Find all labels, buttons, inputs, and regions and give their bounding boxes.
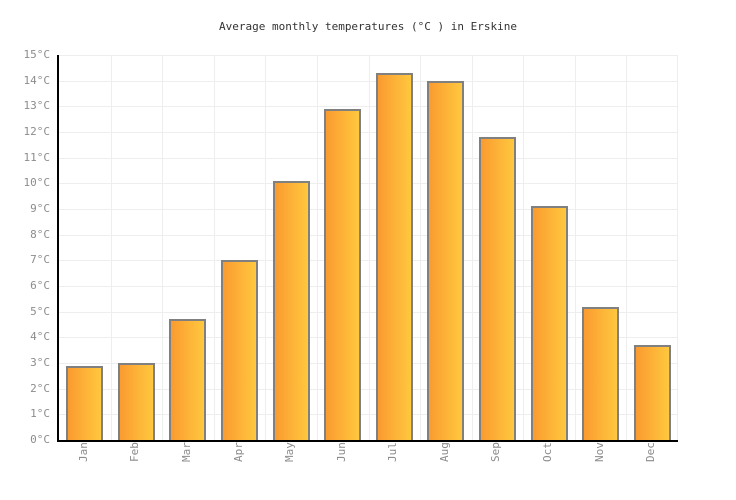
y-tick-label: 8°C	[30, 228, 50, 241]
gridline-horizontal	[59, 209, 678, 210]
bar-jul	[376, 73, 413, 440]
y-tick-label: 7°C	[30, 253, 50, 266]
x-tick-label: Jul	[386, 442, 402, 486]
gridline-vertical	[523, 55, 524, 440]
gridline-horizontal	[59, 286, 678, 287]
gridline-vertical	[369, 55, 370, 440]
x-tick-label-text: Oct	[541, 442, 554, 462]
gridline-horizontal	[59, 183, 678, 184]
gridline-vertical	[111, 55, 112, 440]
y-tick-label: 2°C	[30, 382, 50, 395]
y-tick-label: 11°C	[23, 151, 51, 164]
x-tick-label-text: May	[283, 442, 296, 462]
x-tick-label: Sep	[489, 442, 505, 486]
gridline-horizontal	[59, 260, 678, 261]
x-tick-label: Mar	[180, 442, 196, 486]
chart-title: Average monthly temperatures (°C ) in Er…	[218, 20, 517, 33]
y-tick-label: 15°C	[23, 48, 51, 61]
gridline-vertical	[472, 55, 473, 440]
x-tick-label-text: Feb	[128, 442, 141, 462]
y-tick-label: 9°C	[30, 202, 50, 215]
gridline-vertical	[677, 55, 678, 440]
gridline-vertical	[317, 55, 318, 440]
gridline-vertical	[265, 55, 266, 440]
gridline-horizontal	[59, 235, 678, 236]
x-axis-tick-labels: Jan Feb Mar Apr May Jun Jul Aug Sep Oct Nov Dec	[59, 442, 678, 500]
y-tick-label: 5°C	[30, 305, 50, 318]
gridline-horizontal	[59, 337, 678, 338]
y-tick-label: 1°C	[30, 407, 50, 420]
x-tick-label-text: Mar	[180, 442, 193, 462]
gridline-horizontal	[59, 158, 678, 159]
y-tick-label: 14°C	[23, 74, 51, 87]
x-tick-label: Jan	[77, 442, 93, 486]
x-tick-label: Dec	[644, 442, 660, 486]
x-tick-label-text: Nov	[593, 442, 606, 462]
x-tick-label-text: Dec	[644, 442, 657, 462]
bar-mar	[169, 319, 206, 440]
gridline-vertical	[626, 55, 627, 440]
gridline-horizontal	[59, 312, 678, 313]
bar-dec	[634, 345, 671, 440]
gridline-vertical	[214, 55, 215, 440]
y-tick-label: 10°C	[23, 176, 51, 189]
y-tick-label: 12°C	[23, 125, 51, 138]
x-tick-label: Jun	[335, 442, 351, 486]
x-tick-label: Aug	[438, 442, 454, 486]
bar-aug	[427, 81, 464, 440]
y-tick-label: 4°C	[30, 330, 50, 343]
y-axis-tick-labels: 0°C 1°C 2°C 3°C 4°C 5°C 6°C 7°C 8°C 9°C 10°C 11°C 12…	[0, 48, 51, 446]
gridline-horizontal	[59, 363, 678, 364]
y-tick-label: 0°C	[30, 433, 50, 446]
gridline-horizontal	[59, 414, 678, 415]
gridline-horizontal	[59, 389, 678, 390]
x-tick-label: Apr	[232, 442, 248, 486]
bar-sep	[479, 137, 516, 440]
y-tick-label: 13°C	[23, 99, 51, 112]
gridline-horizontal	[59, 132, 678, 133]
bar-jun	[324, 109, 361, 440]
x-tick-label-text: Jul	[386, 442, 399, 462]
bar-may	[273, 181, 310, 440]
gridline-vertical	[575, 55, 576, 440]
bar-apr	[221, 260, 258, 440]
plot-area	[57, 55, 678, 442]
x-tick-label-text: Aug	[438, 442, 451, 462]
gridline-horizontal	[59, 81, 678, 82]
gridline-vertical	[162, 55, 163, 440]
bar-jan	[66, 366, 103, 440]
y-tick-label: 6°C	[30, 279, 50, 292]
bar-nov	[582, 307, 619, 440]
gridline-vertical	[420, 55, 421, 440]
x-tick-label-text: Jun	[335, 442, 348, 462]
x-tick-label: Oct	[541, 442, 557, 486]
gridline-horizontal	[59, 55, 678, 56]
x-tick-label-text: Jan	[77, 442, 90, 462]
gridline-horizontal	[59, 106, 678, 107]
bar-oct	[531, 206, 568, 440]
x-tick-label: Nov	[593, 442, 609, 486]
x-tick-label-text: Sep	[489, 442, 502, 462]
x-tick-label-text: Apr	[232, 442, 245, 462]
x-tick-label: Feb	[128, 442, 144, 486]
y-tick-label: 3°C	[30, 356, 50, 369]
bar-feb	[118, 363, 155, 440]
x-tick-label: May	[283, 442, 299, 486]
